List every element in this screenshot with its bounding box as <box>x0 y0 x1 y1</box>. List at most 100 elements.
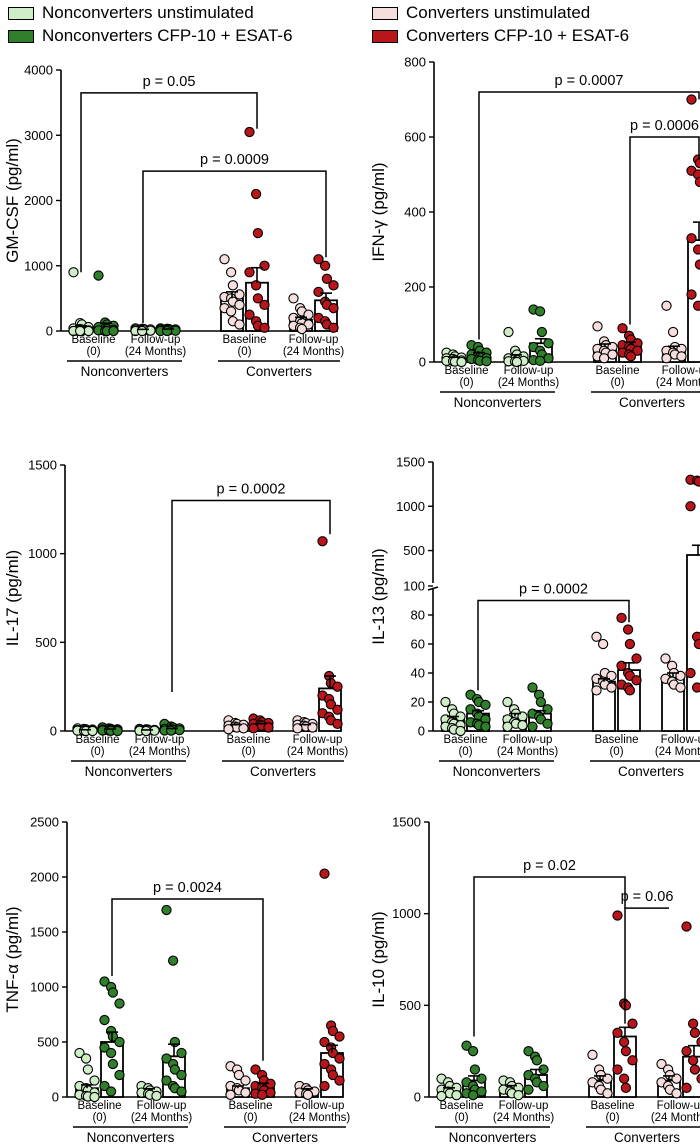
x-tick-label: Follow-up <box>131 334 181 346</box>
y-axis-title: IL-10 (pg/ml) <box>369 911 388 1007</box>
group-label-converters: Converters <box>252 1130 318 1145</box>
data-point <box>161 904 172 916</box>
y-axis-title: GM-CSF (pg/ml) <box>3 138 22 263</box>
x-tick-label: Follow-up <box>293 734 343 746</box>
data-point <box>219 254 230 265</box>
data-point <box>82 1064 94 1075</box>
legend: Nonconverters unstimulated Nonconverters… <box>0 0 700 48</box>
data-point <box>334 1031 345 1042</box>
legend-swatch <box>372 6 398 20</box>
data-point <box>687 1018 699 1029</box>
y-tick-label: 0 <box>418 724 425 739</box>
p-value-label: p = 0.0002 <box>217 481 286 497</box>
x-tick-label: (24 Months) <box>131 1112 193 1124</box>
significance-bracket <box>171 499 331 692</box>
legend-label: Nonconverters unstimulated <box>42 3 254 22</box>
data-point <box>327 1047 339 1059</box>
x-tick-label: Follow-up <box>661 734 700 746</box>
data-point <box>244 309 255 320</box>
y-tick-label: 500 <box>399 998 421 1013</box>
data-point <box>240 1087 251 1098</box>
data-point <box>612 1027 623 1038</box>
group-label-nonconverters: Nonconverters <box>453 764 541 779</box>
data-point <box>527 682 538 693</box>
data-point <box>616 612 627 624</box>
p-value-label: p = 0.06 <box>621 889 674 905</box>
x-tick-label: Baseline <box>595 365 639 377</box>
x-tick-label: (24 Months) <box>651 1112 700 1124</box>
data-point <box>225 1089 236 1100</box>
data-point <box>694 176 700 188</box>
data-point <box>620 1046 632 1057</box>
y-axis-title: TNF-α (pg/ml) <box>3 906 22 1012</box>
data-point <box>686 233 697 244</box>
x-tick-label: (0) <box>92 1112 106 1124</box>
x-tick-label: (24 Months) <box>125 346 187 358</box>
data-point <box>612 1064 623 1075</box>
group-label-converters: Converters <box>250 764 316 779</box>
group-label-nonconverters: Nonconverters <box>449 1130 537 1145</box>
y-tick-label: 60 <box>411 637 425 652</box>
p-value-label: p = 0.02 <box>523 858 576 874</box>
data-point <box>685 501 696 512</box>
data-point <box>99 976 110 987</box>
x-tick-label: Follow-up <box>503 734 553 746</box>
y-tick-label: 500 <box>35 635 57 650</box>
data-point <box>250 188 262 200</box>
data-point <box>161 1075 172 1086</box>
data-point <box>317 536 328 547</box>
significance-bracket <box>80 92 258 273</box>
x-tick-label: Follow-up <box>504 365 554 377</box>
x-tick-label: (24 Months) <box>497 746 559 758</box>
data-point <box>167 955 179 966</box>
data-point <box>244 126 255 138</box>
x-tick-label: (0) <box>609 746 623 758</box>
y-tick-label: 2500 <box>30 815 59 830</box>
data-point <box>476 1086 487 1097</box>
data-point <box>531 1055 543 1066</box>
x-tick-label: (24 Months) <box>656 377 700 389</box>
p-value-label: p = 0.0002 <box>519 582 588 598</box>
y-tick-label: 4000 <box>24 63 53 78</box>
data-point <box>319 1080 330 1092</box>
data-point <box>536 326 548 338</box>
data-point <box>598 353 610 364</box>
group-label-nonconverters: Nonconverters <box>81 364 169 379</box>
data-point <box>681 1046 692 1057</box>
data-point <box>319 868 330 879</box>
group-label-converters: Converters <box>619 395 685 410</box>
data-point <box>480 699 491 711</box>
data-point <box>114 998 125 1009</box>
data-point <box>74 1047 85 1059</box>
data-point <box>456 356 467 368</box>
x-tick-label: Baseline <box>226 734 270 746</box>
data-point <box>543 338 554 349</box>
y-tick-label: 20 <box>411 695 425 710</box>
data-point <box>68 267 79 278</box>
data-point <box>685 667 696 679</box>
x-tick-label: Follow-up <box>295 1100 345 1112</box>
data-point <box>176 1047 187 1059</box>
x-tick-label: (24 Months) <box>493 1112 555 1124</box>
legend-entry-converters-stimulated: Converters CFP-10 + ESAT-6 <box>372 26 629 46</box>
data-point <box>681 1082 692 1093</box>
data-point <box>627 1055 638 1066</box>
data-point <box>513 1090 524 1101</box>
data-point <box>259 299 270 311</box>
data-point <box>631 653 642 664</box>
significance-bracket <box>629 136 700 325</box>
x-tick-label: Baseline <box>590 1100 634 1112</box>
data-point <box>319 1058 330 1070</box>
data-point <box>451 1090 462 1101</box>
data-point <box>480 721 491 732</box>
data-point <box>233 1069 245 1081</box>
data-point <box>223 724 234 735</box>
legend-swatch <box>8 6 34 20</box>
data-point <box>328 303 339 314</box>
y-axis-title: IL-13 (pg/ml) <box>369 548 388 644</box>
x-tick-label: (0) <box>458 746 472 758</box>
x-tick-label: Follow-up <box>499 1100 549 1112</box>
data-point <box>87 725 98 737</box>
p-value-label: p = 0.0024 <box>153 880 222 896</box>
